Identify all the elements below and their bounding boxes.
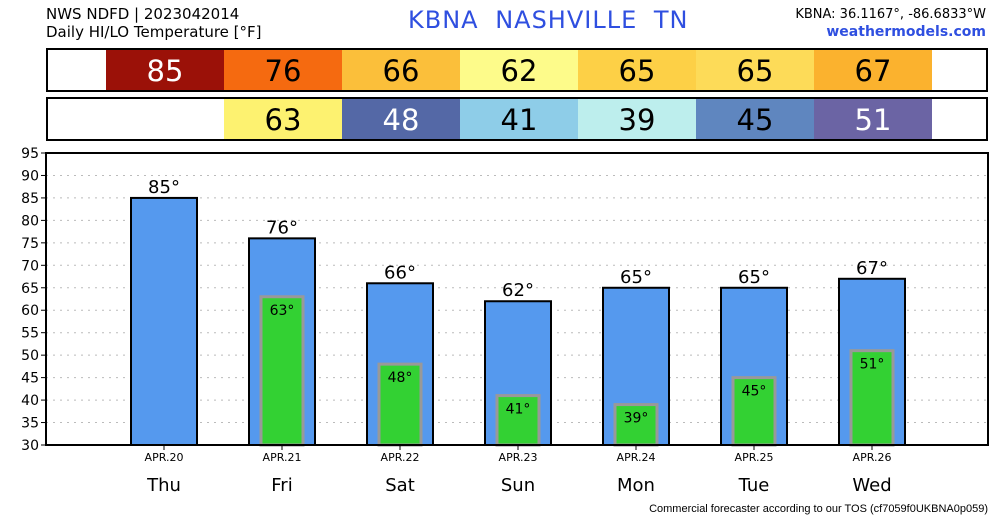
low-label-sun: 41° [506, 402, 531, 418]
y-tick-label: 60 [21, 303, 39, 319]
high-bar-thu [130, 196, 198, 446]
y-tick-label: 35 [21, 416, 39, 432]
x-date-label: APR.23 [499, 451, 538, 464]
y-tick-label: 70 [21, 258, 39, 274]
product-title: NWS NDFD | 2023042014 [46, 5, 240, 23]
x-date-label: APR.20 [145, 451, 184, 464]
high-label-tue: 65° [738, 267, 770, 288]
high-label-sat: 66° [384, 262, 416, 283]
low-label-fri: 63° [270, 303, 295, 319]
low-temp-cell-thu [106, 99, 224, 139]
low-temp-cell-sun: 41 [460, 99, 578, 139]
low-temp-cell-tue: 45 [696, 99, 814, 139]
x-date-label: APR.26 [853, 451, 892, 464]
y-tick-label: 45 [21, 371, 39, 387]
low-label-sat: 48° [388, 370, 413, 386]
y-tick-label: 95 [21, 146, 39, 162]
y-tick-label: 85 [21, 191, 39, 207]
high-temp-cell-thu: 85 [106, 50, 224, 90]
y-tick-label: 50 [21, 348, 39, 364]
high-temp-cell-wed: 67 [814, 50, 932, 90]
x-day-label: Sun [501, 475, 535, 496]
chart-subtitle: Daily HI/LO Temperature [°F] [46, 23, 262, 41]
high-temp-cell-fri: 76 [224, 50, 342, 90]
high-temperature-strip: 85 76 66 62 65 65 67 [46, 48, 988, 92]
high-temp-cell-tue: 65 [696, 50, 814, 90]
y-tick-label: 55 [21, 326, 39, 342]
low-temp-cell-wed: 51 [814, 99, 932, 139]
high-label-fri: 76° [266, 217, 298, 238]
high-temp-cell-sat: 66 [342, 50, 460, 90]
low-label-mon: 39° [624, 411, 649, 427]
station-name: KBNA NASHVILLE TN [408, 6, 689, 34]
y-tick-label: 90 [21, 168, 39, 184]
x-day-label: Thu [146, 475, 181, 496]
x-date-label: APR.22 [381, 451, 420, 464]
high-temp-cell-sun: 62 [460, 50, 578, 90]
low-label-wed: 51° [860, 357, 885, 373]
low-bar-wed [849, 349, 895, 447]
y-tick-label: 40 [21, 393, 39, 409]
x-day-label: Tue [738, 475, 770, 496]
x-day-label: Fri [271, 475, 292, 496]
footer-note: Commercial forecaster according to our T… [649, 503, 988, 515]
low-temp-cell-fri: 63 [224, 99, 342, 139]
low-temp-cell-sat: 48 [342, 99, 460, 139]
high-label-mon: 65° [620, 267, 652, 288]
high-temp-cell-mon: 65 [578, 50, 696, 90]
x-date-label: APR.25 [735, 451, 774, 464]
low-label-tue: 45° [742, 384, 767, 400]
low-bar-fri [259, 295, 305, 447]
y-tick-label: 80 [21, 213, 39, 229]
y-tick-label: 75 [21, 236, 39, 252]
x-day-label: Mon [617, 475, 655, 496]
high-label-wed: 67° [856, 258, 888, 279]
x-date-label: APR.24 [617, 451, 656, 464]
high-label-sun: 62° [502, 280, 534, 301]
y-tick-label: 65 [21, 281, 39, 297]
x-date-label: APR.21 [263, 451, 302, 464]
brand-link[interactable]: weathermodels.com [826, 24, 986, 40]
low-temperature-strip: 63 48 41 39 45 51 [46, 97, 988, 141]
station-coordinates: KBNA: 36.1167°, -86.6833°W [795, 7, 986, 22]
low-temp-cell-mon: 39 [578, 99, 696, 139]
plot-frame [45, 152, 989, 446]
high-label-thu: 85° [148, 177, 180, 198]
x-day-label: Sat [385, 475, 415, 496]
y-tick-label: 30 [21, 438, 39, 454]
x-day-label: Wed [852, 475, 891, 496]
